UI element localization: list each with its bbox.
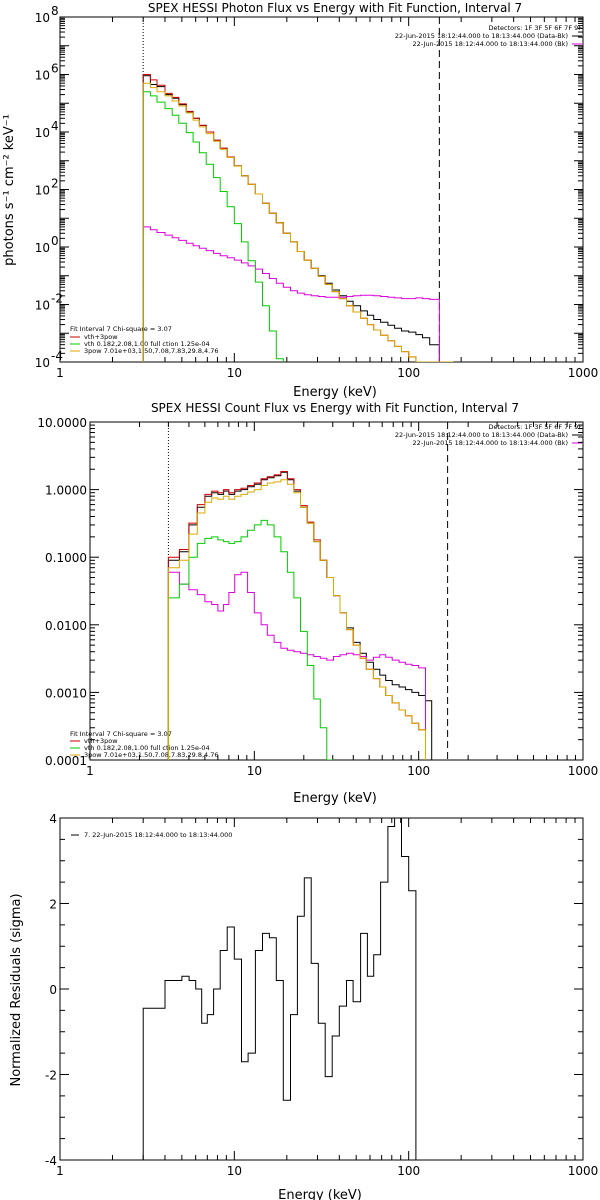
legend-entry-3pow: 3pow 7.01e+03,1.50,7.08,7.83,29.8,4.76	[84, 751, 219, 759]
legend-entry-3pow: 3pow 7.01e+03,1.50,7.08,7.83,29.8,4.76	[84, 347, 219, 355]
x-tick-label: 1	[56, 366, 64, 380]
photon-flux-chart: SPEX HESSI Photon Flux vs Energy with Fi…	[2, 1, 598, 400]
x-axis-label: Energy (keV)	[293, 385, 377, 400]
plot-frame	[89, 421, 584, 761]
y-tick-label: 10	[35, 126, 50, 140]
series-vth	[167, 519, 334, 760]
series-3pow	[167, 479, 426, 760]
series-7-22-jun-2015-18-12-44-000-to-18-13-44-000	[142, 818, 417, 1160]
plot-frame	[59, 16, 584, 363]
series-bk	[167, 571, 426, 760]
y-tick-label: 0.0010	[45, 686, 87, 700]
y-tick-exponent: 4	[51, 119, 59, 133]
series-vth-3pow	[142, 74, 454, 362]
series-3pow	[142, 82, 454, 362]
y-tick-label: 0.0001	[45, 754, 87, 768]
series-bk	[142, 226, 440, 362]
x-tick-label: 100	[407, 764, 430, 778]
residuals-chart: Energy (keV) Normalized Residuals (sigma…	[9, 812, 598, 1200]
y-tick-label: 1.0000	[45, 484, 87, 498]
time-label-bk: 22-Jun-2015 18:12:44.000 to 18:13:44.000…	[413, 439, 568, 447]
time-label-bk: 22-Jun-2015 18:12:44.000 to 18:13:44.000…	[413, 40, 568, 48]
y-tick-exponent: -4	[51, 349, 63, 363]
legend-entry: 7. 22-Jun-2015 18:12:44.000 to 18:13:44.…	[84, 831, 232, 839]
detectors-label: Detectors: 1F 3F 5F 6F 7F 9F	[488, 24, 582, 32]
y-tick-label: 10	[35, 299, 50, 313]
chart-title: SPEX HESSI Count Flux vs Energy with Fit…	[151, 401, 519, 415]
y-tick-label: 10.0000	[37, 416, 87, 430]
y-tick-label: 0	[49, 983, 57, 997]
plot-frame	[59, 817, 584, 1161]
y-tick-exponent: -2	[51, 292, 63, 306]
y-tick-exponent: 8	[51, 4, 59, 18]
y-tick-label: 2	[49, 898, 57, 912]
legend-entry-vth: vth 0.182,2.08,1.00 full ction 1.25e-04	[84, 744, 210, 752]
y-tick-label: 10	[35, 69, 50, 83]
time-label-data: 22-Jun-2015 18:12:44.000 to 18:13:44.000…	[395, 32, 568, 40]
x-tick-label: 1	[56, 1164, 64, 1178]
y-tick-label: -2	[45, 1069, 57, 1083]
series-data-bk	[142, 75, 440, 362]
y-tick-label: 10	[35, 241, 50, 255]
legend-entry-vth: vth 0.182,2.08,1.00 full ction 1.25e-04	[84, 340, 210, 348]
legend-title: Fit Interval 7 Chi-square = 3.07	[70, 325, 172, 333]
y-tick-label: 0.0100	[45, 619, 87, 633]
y-tick-exponent: 6	[51, 62, 59, 76]
x-tick-label: 10	[247, 764, 262, 778]
series-vth	[142, 91, 284, 362]
x-tick-label: 1000	[568, 366, 599, 380]
x-tick-label: 1000	[568, 764, 599, 778]
x-tick-label: 100	[397, 1164, 420, 1178]
x-tick-label: 10	[227, 1164, 242, 1178]
y-tick-label: 0.1000	[45, 551, 87, 565]
y-tick-exponent: 0	[51, 234, 59, 248]
y-axis-label: Normalized Residuals (sigma)	[9, 893, 24, 1086]
y-tick-label: 10	[35, 184, 50, 198]
legend-entry-fit: vth+3pow	[84, 333, 118, 341]
x-tick-label: 10	[227, 366, 242, 380]
chart-title: SPEX HESSI Photon Flux vs Energy with Fi…	[148, 1, 522, 15]
time-label-data: 22-Jun-2015 18:12:44.000 to 18:13:44.000…	[395, 431, 568, 439]
y-tick-label: 4	[49, 812, 57, 826]
count-flux-chart: SPEX HESSI Count Flux vs Energy with Fit…	[37, 401, 598, 806]
y-tick-label: 10	[35, 11, 50, 25]
y-tick-label: 10	[35, 356, 50, 370]
y-axis-label: photons s⁻¹ cm⁻² keV⁻¹	[2, 114, 17, 266]
y-tick-label: -4	[45, 1154, 57, 1168]
x-axis-label: Energy (keV)	[278, 1188, 362, 1200]
legend-title: Fit Interval 7 Chi-square = 3.07	[70, 730, 172, 738]
x-axis-label: Energy (keV)	[293, 791, 377, 806]
x-tick-label: 1	[86, 764, 94, 778]
y-tick-exponent: 2	[51, 177, 59, 191]
x-tick-label: 1000	[568, 1164, 599, 1178]
detectors-label: Detectors: 1F 3F 5F 6F 7F 9F	[488, 423, 582, 431]
x-tick-label: 100	[397, 366, 420, 380]
series-vth-3pow	[167, 471, 426, 760]
legend-entry-fit: vth+3pow	[84, 737, 118, 745]
